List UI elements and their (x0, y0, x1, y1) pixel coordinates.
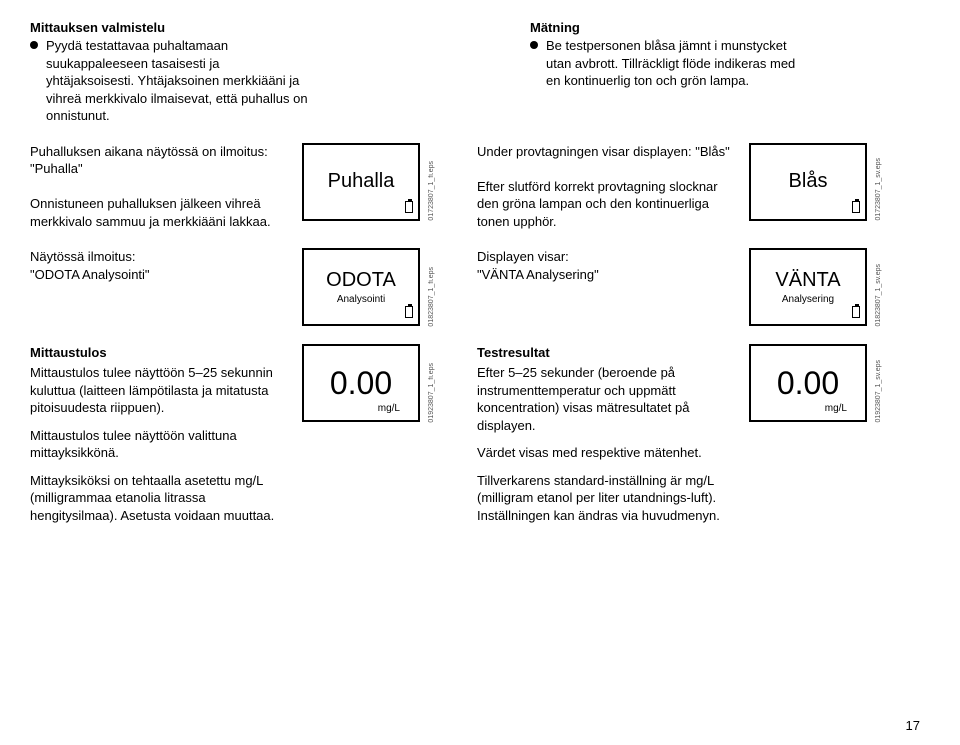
display-result-right-main: 0.00 (777, 365, 839, 402)
intro-left: Mittauksen valmistelu Pyydä testattavaa … (30, 20, 310, 125)
bullet-icon (30, 41, 38, 49)
row3-left-text1: Mittaustulos tulee näyttöön 5–25 sekunni… (30, 364, 294, 417)
row-puhalla: Puhalluksen aikana näytössä on ilmoitus:… (30, 143, 930, 231)
eps-label-wrap: 01823807_1_sv.eps (875, 248, 882, 326)
intro-columns: Mittauksen valmistelu Pyydä testattavaa … (30, 20, 930, 125)
eps-label: 01923807_1_sv.eps (875, 360, 882, 423)
display-vanta-main: VÄNTA (775, 269, 840, 292)
intro-left-text: Pyydä testattavaa puhaltamaan suukappale… (46, 37, 310, 125)
eps-label: 01723807_1_sv.eps (875, 158, 882, 221)
display-vanta-sub: Analysering (782, 294, 834, 305)
display-result-right-unit: mg/L (825, 403, 847, 414)
battery-icon (405, 306, 413, 318)
battery-icon (852, 201, 860, 213)
row3-left-col: Mittaustulos Mittaustulos tulee näyttöön… (30, 344, 294, 524)
display-odota-main: ODOTA (326, 269, 396, 292)
intro-left-heading: Mittauksen valmistelu (30, 20, 310, 35)
eps-label-wrap: 01923807_1_sv.eps (875, 344, 882, 422)
eps-label: 01723807_1_fi.eps (428, 161, 435, 221)
eps-label-wrap: 01823807_1_fi.eps (428, 248, 435, 326)
intro-right-text: Be testpersonen blåsa jämnt i munstycket… (546, 37, 810, 90)
row2-left-text: Näytössä ilmoitus: "ODOTA Analysointi" (30, 248, 294, 283)
display-result-left: 0.00 mg/L (302, 344, 420, 422)
display-odota-sub: Analysointi (337, 294, 385, 305)
row3-left-text2: Mittaustulos tulee näyttöön valittuna mi… (30, 427, 294, 462)
eps-label-wrap: 01723807_1_fi.eps (428, 143, 435, 221)
row-odota: Näytössä ilmoitus: "ODOTA Analysointi" O… (30, 248, 930, 326)
row1-right-text: Under provtagningen visar displayen: "Bl… (477, 143, 741, 231)
row3-left-heading: Mittaustulos (30, 344, 294, 362)
eps-label: 01823807_1_sv.eps (875, 264, 882, 327)
row3-right-text3: Tillverkarens standard-inställning är mg… (477, 472, 741, 525)
display-blas: Blås (749, 143, 867, 221)
row1-left-text: Puhalluksen aikana näytössä on ilmoitus:… (30, 143, 294, 231)
battery-icon (405, 201, 413, 213)
battery-icon (852, 306, 860, 318)
eps-label-wrap: 01723807_1_sv.eps (875, 143, 882, 221)
display-result-left-unit: mg/L (378, 403, 400, 414)
row2-right-text: Displayen visar: "VÄNTA Analysering" (477, 248, 741, 283)
display-result-left-main: 0.00 (330, 365, 392, 402)
row3-right-text2: Värdet visas med respektive mätenhet. (477, 444, 741, 462)
display-puhalla: Puhalla (302, 143, 420, 221)
display-vanta: VÄNTA Analysering (749, 248, 867, 326)
display-result-right: 0.00 mg/L (749, 344, 867, 422)
eps-label-wrap: 01923807_1_fi.eps (428, 344, 435, 422)
row3-left-text3: Mittayksiköksi on tehtaalla asetettu mg/… (30, 472, 294, 525)
intro-right-bullet: Be testpersonen blåsa jämnt i munstycket… (530, 37, 810, 90)
bullet-icon (530, 41, 538, 49)
display-puhalla-text: Puhalla (328, 170, 395, 193)
eps-label: 01823807_1_fi.eps (428, 267, 435, 327)
intro-right: Mätning Be testpersonen blåsa jämnt i mu… (530, 20, 810, 125)
row3-right-col: Testresultat Efter 5–25 sekunder (beroen… (477, 344, 741, 524)
intro-right-heading: Mätning (530, 20, 810, 35)
display-blas-text: Blås (789, 170, 828, 193)
page-number: 17 (906, 718, 920, 733)
display-odota: ODOTA Analysointi (302, 248, 420, 326)
row3-right-heading: Testresultat (477, 344, 741, 362)
row3-right-text1: Efter 5–25 sekunder (beroende på instrum… (477, 364, 741, 434)
intro-left-bullet: Pyydä testattavaa puhaltamaan suukappale… (30, 37, 310, 125)
eps-label: 01923807_1_fi.eps (428, 363, 435, 423)
row-result: Mittaustulos Mittaustulos tulee näyttöön… (30, 344, 930, 524)
